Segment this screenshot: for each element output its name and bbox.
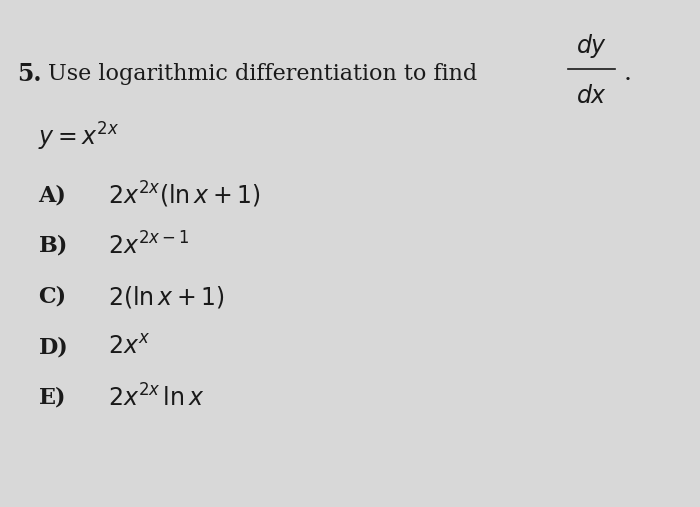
Text: $2\left(\mathrm{ln}\,x+1\right)$: $2\left(\mathrm{ln}\,x+1\right)$ xyxy=(108,283,225,310)
Text: Use logarithmic differentiation to find: Use logarithmic differentiation to find xyxy=(48,62,477,85)
Text: $dy$: $dy$ xyxy=(576,31,607,60)
Text: $2x^{2x}\,\mathrm{ln}\,x$: $2x^{2x}\,\mathrm{ln}\,x$ xyxy=(108,384,205,412)
Text: $dx$: $dx$ xyxy=(576,84,607,108)
Text: D): D) xyxy=(38,336,69,358)
Text: 5.: 5. xyxy=(18,61,42,86)
Text: B): B) xyxy=(38,235,68,257)
Text: E): E) xyxy=(38,387,66,409)
Text: $2x^{2x-1}$: $2x^{2x-1}$ xyxy=(108,232,190,260)
Text: C): C) xyxy=(38,285,66,308)
Text: $2x^{x}$: $2x^{x}$ xyxy=(108,335,150,359)
Text: $2x^{2x}\left(\mathrm{ln}\,x+1\right)$: $2x^{2x}\left(\mathrm{ln}\,x+1\right)$ xyxy=(108,180,261,210)
Text: A): A) xyxy=(38,184,66,206)
Text: $y = x^{2x}$: $y = x^{2x}$ xyxy=(38,121,120,153)
Text: .: . xyxy=(624,62,631,85)
